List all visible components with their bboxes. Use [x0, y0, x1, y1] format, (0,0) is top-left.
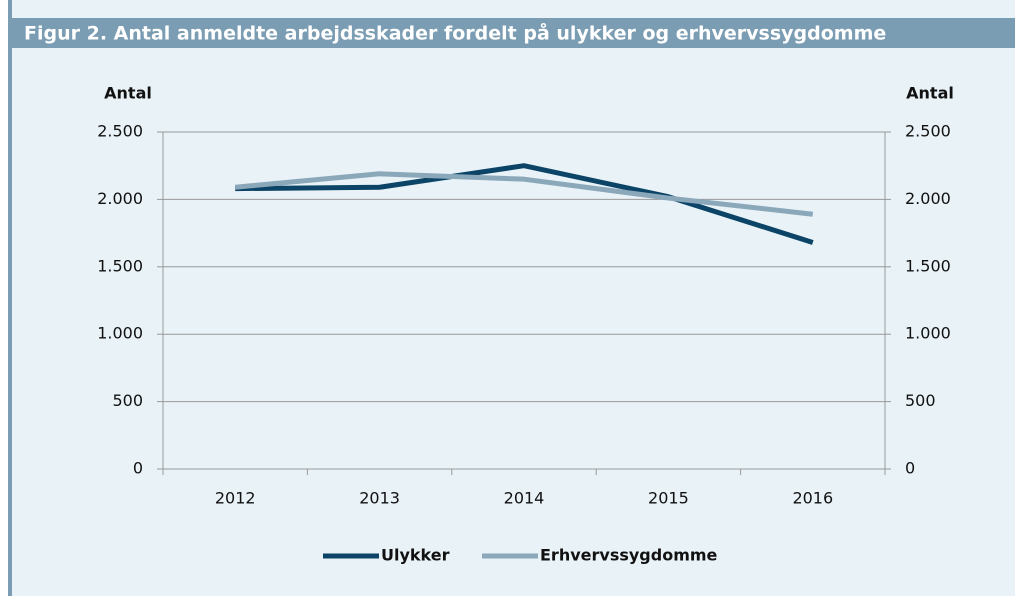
legend-label: Ulykker: [381, 546, 450, 565]
series-line: [234, 171, 814, 217]
y2-axis-label: Antal: [906, 84, 954, 103]
y2-tick-label: 500: [905, 391, 936, 410]
y2-tick-label: 1.000: [905, 324, 951, 343]
y-tick-label: 1.000: [97, 324, 143, 343]
x-tick-label: 2015: [648, 489, 689, 508]
y-tick-label: 0: [133, 459, 143, 478]
legend-label: Erhvervssygdomme: [540, 546, 718, 565]
y2-tick-label: 2.000: [905, 189, 951, 208]
series-line: [235, 163, 814, 245]
y-axis-label: Antal: [104, 84, 152, 103]
panel-border: [8, 0, 12, 596]
y2-tick-label: 1.500: [905, 256, 951, 275]
panel-background: [8, 0, 1015, 596]
title-bar: [8, 18, 1015, 48]
y-tick-label: 1.500: [97, 256, 143, 275]
y-tick-label: 2.500: [97, 122, 143, 141]
x-tick-label: 2012: [215, 489, 256, 508]
y-tick-label: 500: [112, 391, 143, 410]
x-tick-label: 2013: [359, 489, 400, 508]
x-tick-label: 2014: [504, 489, 545, 508]
y2-tick-label: 2.500: [905, 122, 951, 141]
chart-title: Figur 2. Antal anmeldte arbejdsskader fo…: [24, 21, 886, 45]
y2-tick-label: 0: [905, 459, 915, 478]
y-tick-label: 2.000: [97, 189, 143, 208]
x-tick-label: 2016: [792, 489, 833, 508]
